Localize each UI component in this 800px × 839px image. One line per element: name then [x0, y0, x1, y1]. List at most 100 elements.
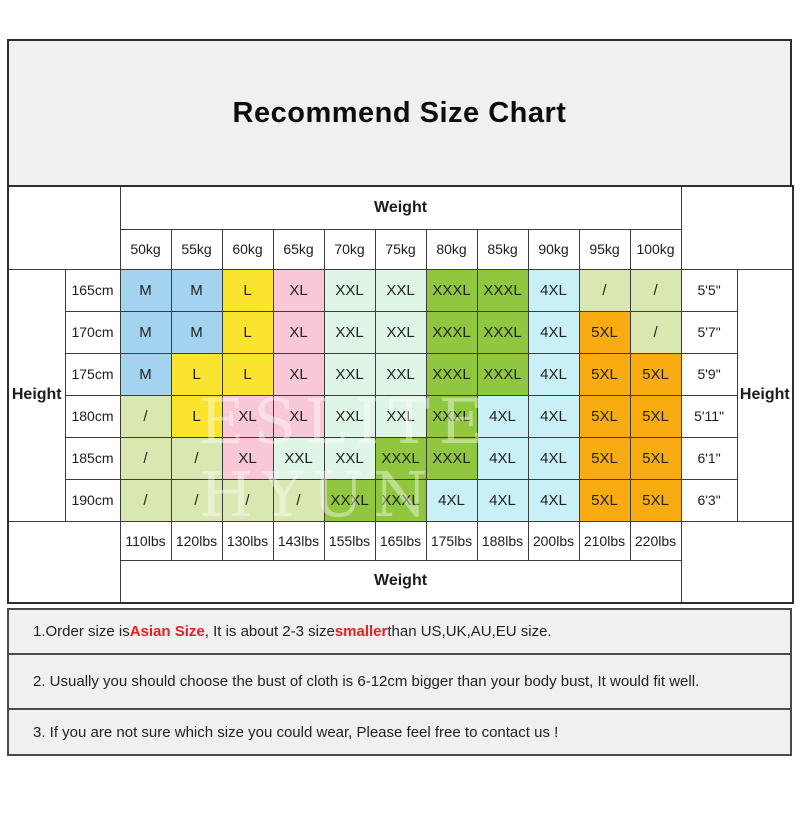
size-cell: XXL: [374, 352, 427, 396]
size-chart-table: Weight 50kg 55kg 60kg 65kg 70kg 75kg 80kg 85kg 90…: [7, 185, 795, 604]
size-cell: /: [119, 394, 172, 438]
size-cell: /: [119, 478, 172, 522]
size-cell: 5XL: [578, 352, 631, 396]
height-ft-label: 5'7": [680, 310, 738, 354]
note-text: than US,UK,AU,EU size.: [387, 623, 552, 640]
size-cell: 4XL: [527, 268, 580, 312]
kg-header-cell: 65kg: [272, 228, 325, 270]
lbs-cell: 200lbs: [527, 520, 580, 561]
height-cm-label: 170cm: [64, 310, 121, 354]
note-text: 3. If you are not sure which size you co…: [33, 723, 559, 741]
height-ft-label: 6'3": [680, 478, 738, 522]
size-cell: 5XL: [629, 352, 682, 396]
corner-cell-bottom-left: [7, 520, 121, 604]
size-cell: /: [629, 268, 682, 312]
size-cell: XXL: [323, 436, 376, 480]
weight-axis-label-bottom: Weight: [119, 559, 682, 604]
note-text: , It is about 2-3 size: [204, 623, 335, 640]
size-cell: XXXL: [374, 436, 427, 480]
lbs-cell: 155lbs: [323, 520, 376, 561]
size-cell: XXXL: [425, 394, 478, 438]
size-cell: 5XL: [578, 436, 631, 480]
lbs-cell: 130lbs: [221, 520, 274, 561]
size-cell: L: [221, 352, 274, 396]
size-cell: M: [119, 352, 172, 396]
size-cell: L: [170, 394, 223, 438]
size-cell: XXXL: [425, 268, 478, 312]
height-ft-label: 5'5": [680, 268, 738, 312]
kg-header-cell: 50kg: [119, 228, 172, 270]
size-cell: XXXL: [425, 310, 478, 354]
size-cell: XXL: [374, 394, 427, 438]
size-cell: /: [119, 436, 172, 480]
note-highlight-text: smaller: [334, 623, 388, 640]
lbs-cell: 110lbs: [119, 520, 172, 561]
corner-cell-top-right: [680, 185, 794, 270]
kg-header-cell: 95kg: [578, 228, 631, 270]
size-cell: L: [221, 268, 274, 312]
size-cell: 4XL: [425, 478, 478, 522]
lbs-cell: 188lbs: [476, 520, 529, 561]
size-cell: /: [272, 478, 325, 522]
size-cell: 5XL: [629, 394, 682, 438]
lbs-cell: 175lbs: [425, 520, 478, 561]
height-cm-label: 175cm: [64, 352, 121, 396]
kg-header-cell: 60kg: [221, 228, 274, 270]
size-cell: /: [170, 478, 223, 522]
size-cell: 4XL: [527, 310, 580, 354]
note-2: 2. Usually you should choose the bust of…: [7, 653, 792, 710]
size-cell: XXXL: [425, 436, 478, 480]
size-cell: XXL: [323, 310, 376, 354]
size-cell: 5XL: [578, 310, 631, 354]
size-cell: 4XL: [527, 352, 580, 396]
size-cell: 4XL: [476, 394, 529, 438]
kg-header-cell: 90kg: [527, 228, 580, 270]
lbs-cell: 210lbs: [578, 520, 631, 561]
size-cell: XXXL: [476, 310, 529, 354]
kg-header-cell: 100kg: [629, 228, 682, 270]
corner-cell-top-left: [7, 185, 121, 270]
height-ft-label: 5'9": [680, 352, 738, 396]
kg-header-cell: 55kg: [170, 228, 223, 270]
size-cell: XL: [221, 436, 274, 480]
kg-header-cell: 70kg: [323, 228, 376, 270]
size-cell: 5XL: [578, 478, 631, 522]
note-text: 1.Order size is: [33, 623, 130, 640]
size-cell: M: [119, 268, 172, 312]
note-highlight-text: Asian Size: [129, 623, 205, 640]
lbs-cell: 165lbs: [374, 520, 427, 561]
size-cell: /: [221, 478, 274, 522]
size-cell: M: [170, 268, 223, 312]
size-cell: 5XL: [629, 478, 682, 522]
note-3: 3. If you are not sure which size you co…: [7, 708, 792, 756]
lbs-cell: 120lbs: [170, 520, 223, 561]
size-chart-page: Recommend Size Chart Weight 50kg 55kg 60kg 6…: [7, 39, 795, 756]
size-cell: XXXL: [476, 352, 529, 396]
size-cell: 4XL: [527, 394, 580, 438]
size-cell: L: [170, 352, 223, 396]
size-cell: XXL: [323, 268, 376, 312]
lbs-cell: 143lbs: [272, 520, 325, 561]
size-cell: XXXL: [425, 352, 478, 396]
size-cell: L: [221, 310, 274, 354]
notes-section: 1.Order size is Asian Size, It is about …: [7, 608, 792, 756]
corner-cell-bottom-right: [680, 520, 794, 604]
size-cell: XXL: [374, 310, 427, 354]
note-text: 2. Usually you should choose the bust of…: [33, 673, 700, 690]
size-cell: XL: [272, 394, 325, 438]
height-cm-label: 190cm: [64, 478, 121, 522]
size-cell: /: [629, 310, 682, 354]
size-cell: XL: [272, 310, 325, 354]
size-cell: XXL: [323, 352, 376, 396]
size-cell: 4XL: [476, 478, 529, 522]
height-ft-label: 5'11": [680, 394, 738, 438]
size-cell: 4XL: [527, 436, 580, 480]
size-cell: 5XL: [578, 394, 631, 438]
size-cell: XXXL: [323, 478, 376, 522]
weight-axis-label-top: Weight: [119, 185, 682, 230]
size-cell: XXXL: [374, 478, 427, 522]
size-cell: XL: [272, 268, 325, 312]
size-cell: XXXL: [476, 268, 529, 312]
height-cm-label: 185cm: [64, 436, 121, 480]
size-cell: XL: [272, 352, 325, 396]
